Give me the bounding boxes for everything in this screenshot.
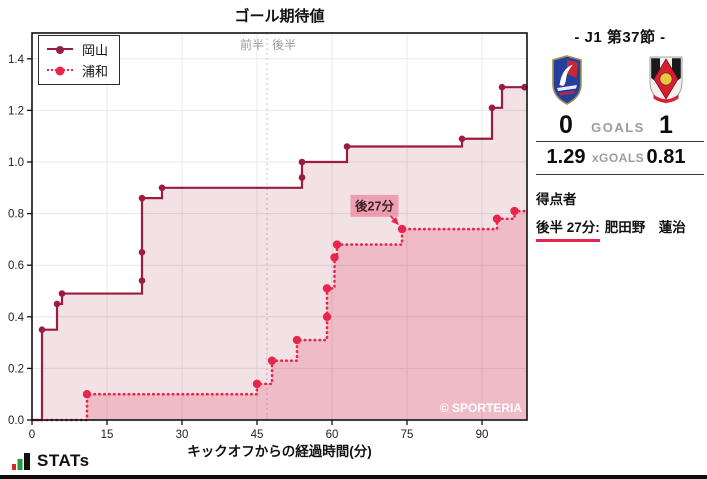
x-tick-label: 60 [326, 429, 339, 441]
divider [536, 141, 704, 142]
bottom-bar [0, 475, 707, 479]
scorer-time: 後半 27分: [536, 216, 600, 242]
x-tick-label: 75 [401, 429, 414, 441]
scorer-row: 後半 27分: 肥田野 蓮治 [536, 216, 704, 242]
match-title: - J1 第37節 - [574, 29, 666, 46]
xg-chart-svg: 後27分 0.0 0.2 0.4 0.6 0.8 1.0 1.2 1.4 0 15 30 45 60 75 9… [8, 32, 529, 441]
annotation-arrow [389, 215, 395, 220]
okayama-marker [343, 143, 351, 150]
plot-border [31, 32, 528, 421]
x-tick-label: 15 [101, 429, 114, 441]
first-half-label: 前半 [239, 38, 264, 52]
y-tick-label: 0.2 [8, 363, 24, 375]
okayama-marker [488, 104, 496, 112]
match-summary-panel: - J1 第37節 - 0 GOALS 1 [536, 26, 704, 242]
y-tick-label: 0.6 [8, 260, 24, 272]
okayama-marker [458, 135, 466, 143]
annotation-arrowhead [391, 216, 399, 226]
urawa-marker [82, 390, 92, 399]
urawa-marker [330, 253, 339, 262]
urawa-marker [252, 379, 262, 389]
y-tick-label: 1.4 [8, 54, 25, 66]
score-row: 0 GOALS 1 [536, 111, 704, 139]
divider [536, 174, 704, 175]
urawa-marker [322, 312, 332, 321]
y-tick-label: 0.0 [8, 415, 24, 427]
okayama-marker [138, 249, 146, 256]
y-tick-label: 0.8 [8, 209, 24, 221]
okayama-line [32, 86, 527, 422]
x-tick-label: 45 [251, 429, 264, 441]
annotation-text: 後27分 [355, 198, 394, 213]
bar-chart-icon [12, 453, 30, 470]
legend-label: 浦和 [82, 64, 109, 79]
legend: 岡山 浦和 [38, 35, 120, 85]
second-half-label: 後半 [272, 38, 297, 52]
okayama-marker [38, 326, 46, 334]
goals-label: GOALS [591, 120, 645, 135]
legend-label: 岡山 [82, 43, 109, 58]
away-xgoals: 0.81 [646, 146, 686, 168]
urawa-marker [397, 224, 407, 234]
legend-item-okayama: 岡山 [39, 39, 119, 60]
urawa-crest-icon [649, 56, 683, 104]
okayama-marker [58, 290, 66, 297]
okayama-marker [498, 83, 506, 91]
x-axis-label: キックオフからの経過時間(分) [187, 444, 372, 459]
brand-text: STATs [37, 451, 90, 470]
y-tick-label: 1.2 [8, 105, 24, 117]
scorers-heading: 得点者 [536, 192, 577, 207]
away-goals: 1 [659, 111, 673, 139]
x-tick-label: 90 [476, 429, 489, 441]
urawa-marker [510, 206, 519, 216]
xgoals-row: 1.29 xGOALS 0.81 [536, 146, 704, 172]
okayama-line-sample-icon [47, 45, 73, 54]
urawa-marker [332, 240, 342, 249]
urawa-marker [292, 335, 302, 345]
legend-item-urawa: 浦和 [39, 60, 119, 81]
scorer-name: 肥田野 蓮治 [604, 220, 686, 235]
urawa-marker [267, 356, 277, 365]
sporteria-watermark: © SPORTERIA [439, 401, 522, 415]
okayama-area [32, 87, 527, 421]
x-tick-label: 0 [29, 429, 35, 441]
urawa-marker [492, 214, 502, 223]
stats-logo: STATs [12, 451, 90, 471]
urawa-line-sample-icon [47, 66, 73, 75]
okayama-crest-icon [552, 55, 582, 105]
xgoals-label: xGOALS [591, 151, 645, 165]
y-tick-label: 1.0 [8, 157, 24, 169]
chart-title: ゴール期待値 [234, 8, 325, 25]
okayama-marker [138, 194, 146, 202]
urawa-area [32, 211, 527, 420]
y-tick-label: 0.4 [8, 312, 25, 324]
okayama-marker [158, 184, 166, 192]
okayama-marker [521, 83, 528, 91]
x-tick-label: 30 [176, 429, 189, 441]
crest-row [536, 55, 704, 107]
urawa-marker [322, 284, 332, 293]
home-xgoals: 1.29 [546, 146, 586, 168]
home-goals: 0 [559, 111, 573, 139]
okayama-marker [298, 158, 306, 166]
okayama-marker [138, 277, 146, 284]
okayama-marker [53, 300, 61, 308]
annotation-box [350, 194, 399, 217]
okayama-marker [298, 174, 306, 181]
